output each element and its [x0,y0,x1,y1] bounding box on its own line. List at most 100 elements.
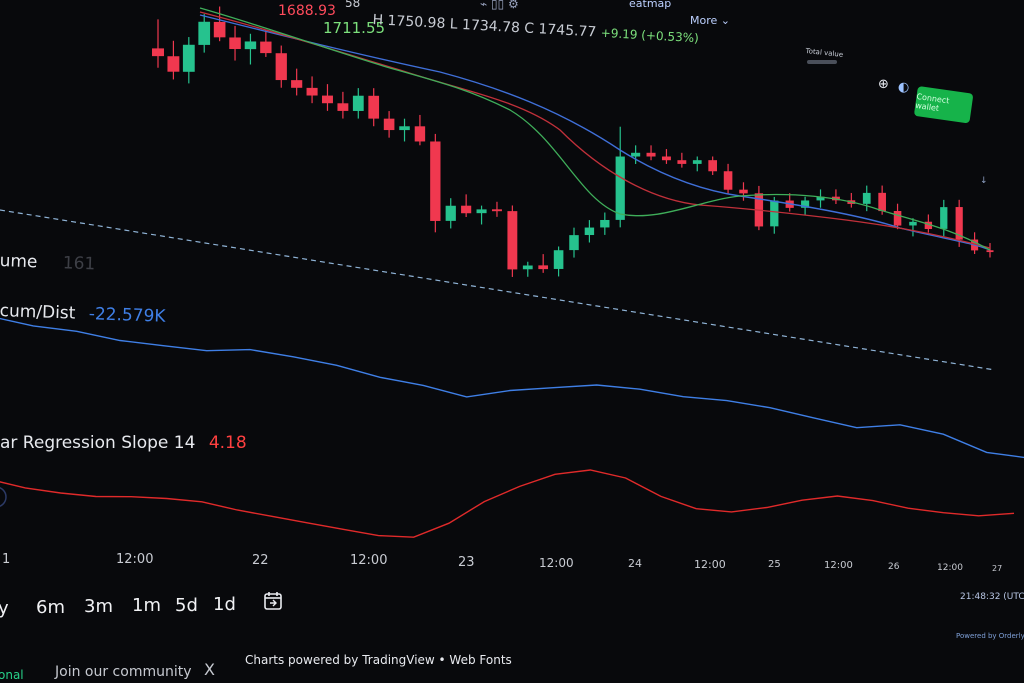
candle-body [538,265,549,270]
candle-body [801,200,810,208]
timeframe-3m[interactable]: 3m [84,596,113,617]
candle [646,145,656,161]
candle [661,149,671,164]
accum-dist-label: cum/Dist [0,301,76,324]
candle-body [770,200,779,227]
more-menu[interactable]: More ⌄ [690,14,730,27]
candle-body [940,207,948,229]
candle-body [430,141,441,221]
regression-slope-indicator[interactable]: ar Regression Slope 14 4.18 [0,433,247,453]
prev-open-fragment: 58 [345,0,361,10]
timeframe-1m[interactable]: 1m [132,595,161,616]
timeframe-1y[interactable]: y [0,598,9,619]
candle [862,185,871,212]
chart-type-icons[interactable]: ⌁ ▯▯ ⚙ [480,0,519,11]
regression-slope-line [0,469,1015,538]
candle [816,189,825,208]
candle-body [244,41,257,50]
candle-body [646,152,656,157]
join-community-link[interactable]: Join our community [55,664,192,680]
candle-body [909,221,917,226]
scroll-marker-icon: ↓ [980,176,988,186]
candle [244,33,257,65]
candle-body [275,53,287,81]
candle [723,163,733,194]
candle [569,227,579,258]
x-icon[interactable]: X [204,660,215,679]
candle-body [878,192,886,212]
volume-indicator[interactable]: ume 161 [0,251,96,274]
candle [785,193,794,212]
candle-body [461,205,472,214]
candle [368,88,380,127]
candle [553,246,564,277]
candle [986,243,994,258]
candle-body [491,209,502,212]
candle-body [476,209,487,214]
moving-averages-layer [199,7,991,251]
trend-line-dashed [0,209,996,371]
ma-green-line [199,7,991,251]
candle-body [522,265,533,270]
time-tick: 26 [888,562,900,572]
candle [260,30,272,57]
time-tick: 22 [252,553,269,568]
time-tick: 12:00 [116,552,154,567]
calendar-icon [264,592,282,610]
heatmap-menu[interactable]: eatmap [629,0,672,10]
ohlc-l-label: L [449,16,459,33]
regression-slope-value: 4.18 [208,433,247,453]
timeframe-1d[interactable]: 1d [213,594,236,615]
footer-tab[interactable]: onal [0,668,24,682]
candle-body [584,227,595,236]
time-tick: 1 [2,552,11,567]
candle [754,185,764,231]
ohlc-h-value: 1750.98 [387,12,446,33]
timeframe-5d[interactable]: 5d [175,595,198,616]
candle [770,196,779,234]
candle [955,199,963,247]
candle [878,185,886,215]
candle-body [414,126,426,142]
timeframe-6m[interactable]: 6m [36,597,65,618]
candle-body [615,156,625,220]
drawing-tool-icon[interactable] [0,487,7,507]
candle [600,212,610,235]
time-tick: 12:00 [539,556,574,570]
charts-powered-by[interactable]: Charts powered by TradingView • Web Font… [245,653,512,667]
candle-body [507,211,518,270]
candle-body [955,207,963,240]
candle-body [924,221,933,229]
candle [430,133,441,233]
candle [847,192,856,208]
candle [739,182,748,201]
candle [414,114,426,146]
candle [677,152,687,168]
candle [399,118,410,142]
candle [152,19,164,68]
candle [321,84,333,111]
powered-by-orderly[interactable]: Powered by Orderly [956,632,1024,640]
more-menu-label: More [690,14,718,27]
ohlc-c-value: 1745.77 [538,21,597,41]
candle [491,201,502,217]
ohlc-h-label: H [372,12,384,29]
wallet-status-icon[interactable]: ◐ [898,80,910,95]
candle-body [893,210,902,226]
candle [445,198,456,229]
time-tick: 12:00 [694,558,726,571]
candle-body [291,80,303,88]
accum-dist-line [0,317,1024,459]
candle [476,205,487,225]
candle [291,68,303,96]
go-to-date-icon[interactable] [262,590,284,612]
candle-body [167,56,180,72]
time-tick: 12:00 [937,563,963,573]
utc-clock[interactable]: 21:48:32 (UTC [960,592,1024,602]
network-icon[interactable]: ⊕ [878,77,889,92]
candle-body [677,160,687,164]
candle [522,261,533,277]
candle-body [723,171,733,190]
